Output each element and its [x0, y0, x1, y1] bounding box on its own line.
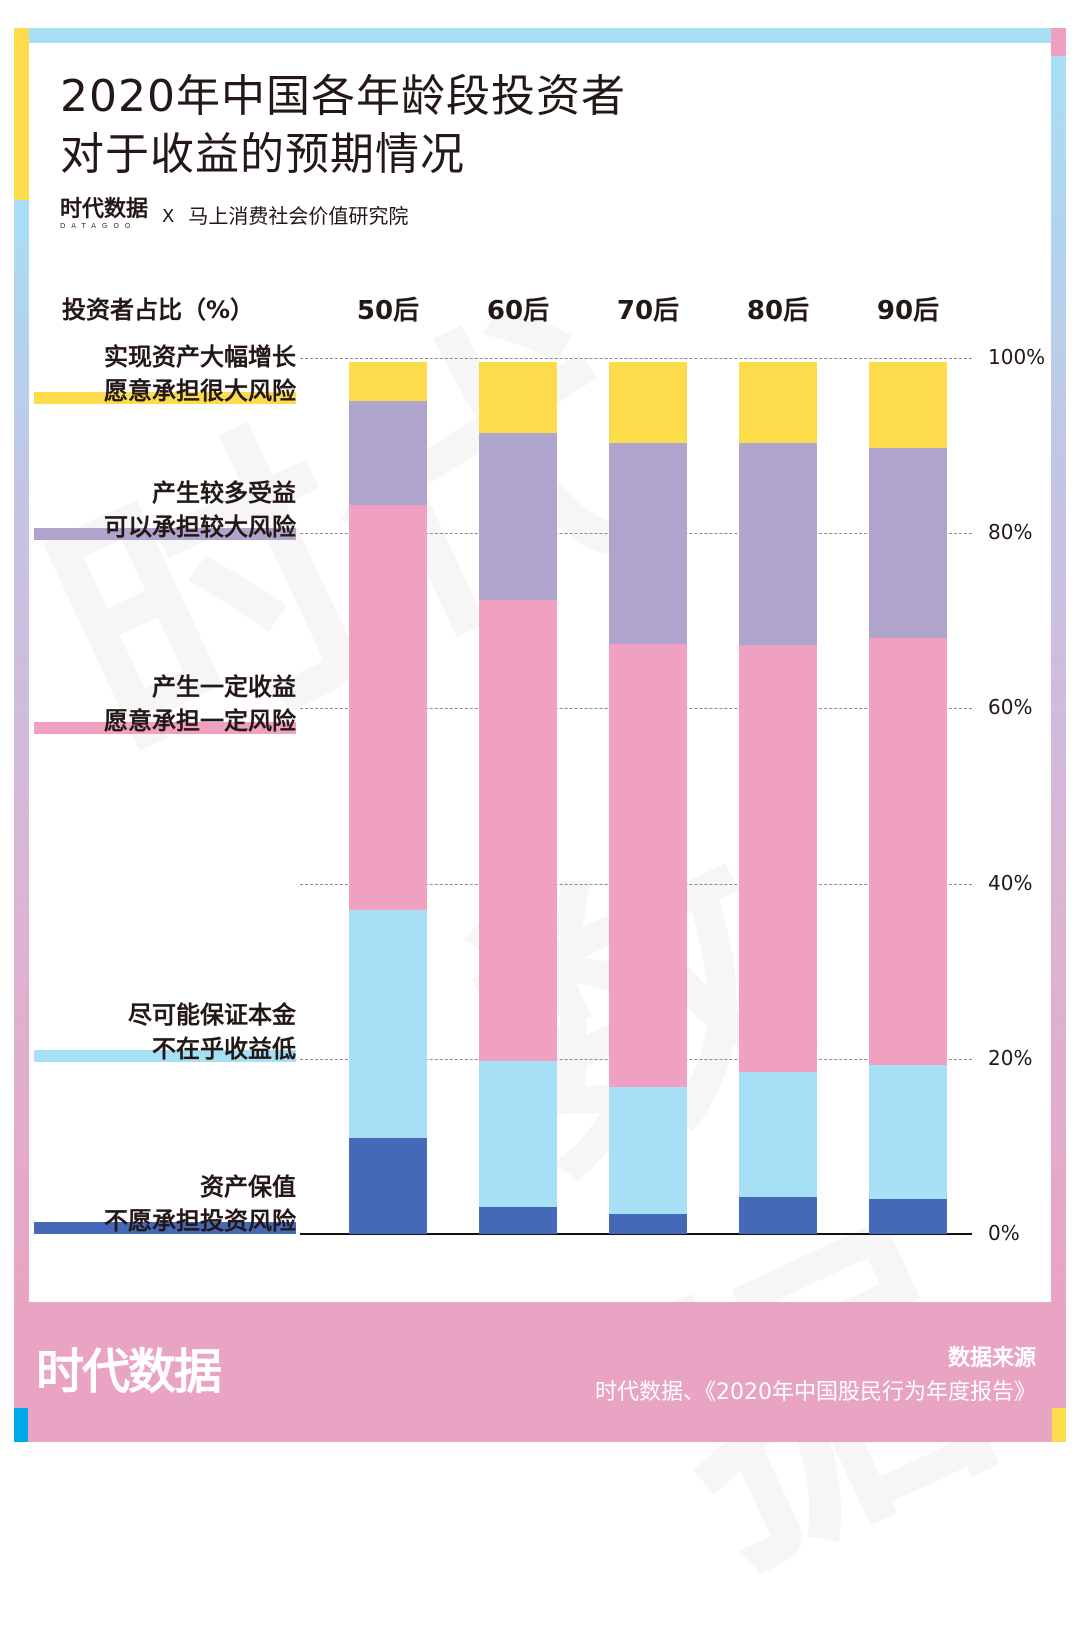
bar-segment: [739, 644, 817, 1072]
bar-segment: [609, 443, 687, 645]
bar-segment: [479, 1061, 557, 1207]
bar-segment: [869, 1065, 947, 1200]
legend-swatch: [34, 392, 296, 404]
brand-logo-text: 时代数据: [60, 197, 149, 222]
category-label: 90后: [876, 296, 940, 326]
bar-segment: [349, 362, 427, 402]
brand-logo-sub: DATAGOO: [60, 222, 137, 230]
stacked-bar: [349, 362, 427, 1234]
footer: [28, 1302, 1052, 1442]
legend-item: 尽可能保证本金不在乎收益低: [34, 998, 296, 1066]
y-tick-label: 0%: [988, 1221, 1020, 1245]
partner-name: 马上消费社会价值研究院: [188, 204, 409, 228]
y-tick-label: 20%: [988, 1045, 1033, 1070]
gridline: [300, 358, 972, 359]
bar-segment: [609, 644, 687, 1087]
brand-logo: 时代数据 DATAGOO: [60, 197, 149, 231]
bar-segment: [739, 1071, 817, 1198]
stacked-bar: [739, 362, 817, 1234]
bar-segment: [479, 362, 557, 433]
bar-segment: [609, 1086, 687, 1214]
frame-right-border: [1051, 28, 1066, 1442]
frame-left-border: [14, 28, 29, 1442]
legend-swatch: [34, 528, 296, 540]
bar-segment: [479, 432, 557, 601]
bar-segment: [479, 1206, 557, 1234]
bar-segment: [739, 1197, 817, 1234]
y-tick-label: 60%: [988, 695, 1033, 720]
bar-segment: [869, 448, 947, 639]
bar-segment: [739, 443, 817, 645]
legend-swatch: [34, 722, 296, 734]
bar-segment: [869, 362, 947, 449]
legend-line-2: 不在乎收益低: [152, 1035, 296, 1063]
legend-item: 产生一定收益愿意承担一定风险: [34, 670, 296, 738]
category-label: 80后: [746, 296, 810, 326]
footer-logo: 时代数据: [36, 1344, 222, 1400]
legend-line-2: 可以承担较大风险: [104, 513, 296, 541]
y-tick-label: 40%: [988, 870, 1033, 895]
title-line-1: 2020年中国各年龄段投资者: [60, 71, 626, 122]
legend-item: 资产保值不愿承担投资风险: [34, 1170, 296, 1238]
collab-x: X: [162, 206, 175, 227]
frame-top-border: [28, 28, 1052, 43]
legend-item: 实现资产大幅增长 愿意承担很大风险: [34, 340, 296, 408]
bar-segment: [739, 362, 817, 444]
legend-swatch: [34, 1050, 296, 1062]
legend-line-2: 不愿承担投资风险: [104, 1207, 296, 1235]
bar-segment: [869, 1199, 947, 1234]
category-label: 60后: [486, 296, 550, 326]
source-title: 数据来源: [947, 1346, 1036, 1371]
bar-segment: [349, 505, 427, 911]
legend-line-2: 愿意承担一定风险: [104, 707, 296, 735]
category-label: 50后: [356, 296, 420, 326]
bar-segment: [609, 1213, 687, 1234]
legend-swatch: [34, 1222, 296, 1234]
bar-segment: [349, 401, 427, 506]
brand-row: 时代数据 DATAGOO X 马上消费社会价值研究院: [60, 197, 409, 231]
y-axis-title: 投资者占比（%）: [62, 296, 255, 324]
legend-line-1: 资产保值: [200, 1173, 296, 1201]
y-tick-label: 80%: [988, 520, 1033, 545]
x-axis-line: [300, 1233, 972, 1235]
bar-segment: [869, 638, 947, 1066]
legend-line-1: 产生较多受益: [152, 479, 296, 507]
stacked-bar: [609, 362, 687, 1234]
source-text: 时代数据、《2020年中国股民行为年度报告》: [595, 1380, 1036, 1405]
legend-line-1: 产生一定收益: [152, 673, 296, 701]
legend-line-1: 尽可能保证本金: [128, 1001, 296, 1029]
legend-item: 产生较多受益可以承担较大风险: [34, 476, 296, 544]
stacked-bar: [479, 362, 557, 1234]
bar-segment: [349, 1137, 427, 1234]
bar-segment: [609, 362, 687, 444]
category-label: 70后: [616, 296, 680, 326]
legend-line-1: 实现资产大幅增长: [104, 343, 296, 371]
page-title: 2020年中国各年龄段投资者 对于收益的预期情况: [60, 68, 626, 184]
y-tick-label: 100%: [988, 345, 1046, 369]
legend-line-2: 愿意承担很大风险: [104, 377, 296, 405]
bar-segment: [479, 600, 557, 1062]
stacked-bar: [869, 362, 947, 1234]
title-line-2: 对于收益的预期情况: [60, 129, 465, 180]
bar-segment: [349, 910, 427, 1138]
